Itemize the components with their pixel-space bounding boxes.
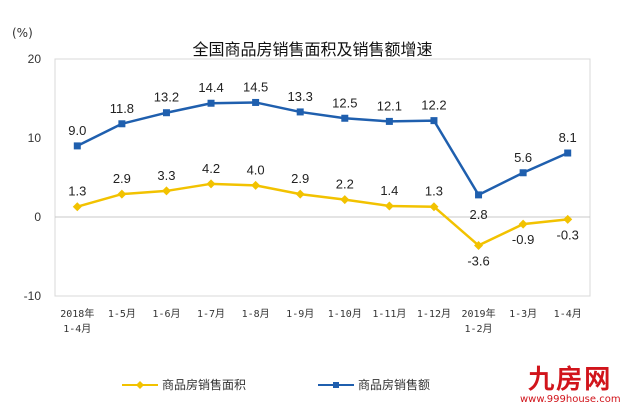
- data-point: [251, 180, 261, 190]
- y-tick-label: 20: [28, 52, 42, 66]
- x-tick-label: 1-9月: [286, 308, 314, 320]
- data-point: [117, 189, 127, 199]
- data-label: 8.1: [559, 130, 577, 145]
- data-label: 5.6: [514, 150, 532, 165]
- data-point: [474, 240, 484, 250]
- data-point: [206, 179, 216, 189]
- plot-border: [54, 58, 591, 297]
- data-point: [296, 108, 304, 116]
- x-tick-label: 1-10月: [328, 308, 362, 320]
- x-tick-label: 1-6月: [152, 308, 180, 320]
- data-label: 13.3: [288, 89, 313, 104]
- legend-label: 商品房销售额: [358, 378, 431, 392]
- y-tick-label: 0: [34, 210, 41, 224]
- data-label: 2.9: [291, 171, 309, 186]
- data-label: 2.9: [113, 171, 131, 186]
- x-tick-label: 1-12月: [417, 308, 451, 320]
- data-point: [295, 189, 305, 199]
- data-point: [118, 120, 126, 128]
- data-point: [518, 219, 528, 229]
- data-point: [340, 195, 350, 205]
- legend-item-area: 商品房销售面积: [122, 376, 246, 393]
- x-tick-label: 1-3月: [509, 308, 537, 320]
- x-tick-label: 1-2月: [465, 323, 493, 335]
- legend-line-yellow-icon: [122, 380, 158, 389]
- x-tick-label: 1-4月: [63, 323, 91, 335]
- x-tick-label: 1-8月: [242, 308, 270, 320]
- data-label: 12.5: [332, 95, 357, 110]
- data-label: 1.3: [68, 184, 86, 199]
- data-label: -0.9: [512, 232, 534, 247]
- data-point: [252, 98, 260, 106]
- data-label: 2.2: [336, 177, 354, 192]
- data-point: [563, 214, 573, 224]
- data-label: 12.2: [421, 98, 446, 113]
- data-point: [162, 109, 170, 117]
- data-label: 1.3: [425, 184, 443, 199]
- data-label: -3.6: [467, 253, 489, 268]
- x-tick-label: 1-4月: [554, 308, 582, 320]
- data-point: [564, 149, 572, 157]
- data-label: 11.8: [110, 101, 134, 116]
- y-tick-label: -10: [24, 289, 42, 303]
- data-point: [384, 201, 394, 211]
- data-label: 4.2: [202, 161, 220, 176]
- legend-line-blue-icon: [318, 381, 354, 388]
- x-tick-label: 1-7月: [197, 308, 225, 320]
- data-label: 13.2: [154, 90, 179, 105]
- legend-item-sales: 商品房销售额: [318, 376, 430, 393]
- data-label: 12.1: [377, 98, 402, 113]
- data-point: [429, 202, 439, 212]
- y-tick-label: 10: [28, 131, 42, 145]
- data-label: 1.4: [380, 183, 398, 198]
- data-label: 3.3: [157, 168, 175, 183]
- series-line: [76, 182, 568, 247]
- series-line: [76, 101, 569, 197]
- chart-title: 全国商品房销售面积及销售额增速: [192, 40, 433, 59]
- legend-label: 商品房销售面积: [162, 378, 247, 392]
- watermark-logo-text: 九房网: [528, 365, 613, 395]
- data-label: -0.3: [557, 227, 579, 242]
- watermark-url: www.999house.com: [520, 394, 621, 405]
- data-point: [385, 117, 393, 125]
- x-tick-label: 1-5月: [108, 308, 136, 320]
- data-point: [341, 114, 349, 122]
- data-label: 14.5: [243, 79, 268, 94]
- data-point: [430, 117, 438, 125]
- data-label: 9.0: [68, 123, 86, 138]
- data-point: [161, 186, 171, 196]
- x-tick-label: 1-11月: [372, 308, 406, 320]
- data-label: 14.4: [198, 80, 223, 95]
- x-tick-label: 2019年: [461, 307, 495, 320]
- y-axis-unit: (%): [12, 26, 33, 40]
- data-point: [73, 142, 81, 150]
- data-point: [207, 99, 215, 107]
- data-point: [72, 202, 82, 212]
- data-point: [475, 191, 483, 199]
- x-tick-label: 2018年: [60, 307, 94, 320]
- data-label: 4.0: [247, 162, 265, 177]
- data-label: 2.8: [470, 207, 488, 222]
- watermark-logo: 九房网 www.999house.com: [520, 366, 621, 405]
- data-point: [519, 169, 527, 177]
